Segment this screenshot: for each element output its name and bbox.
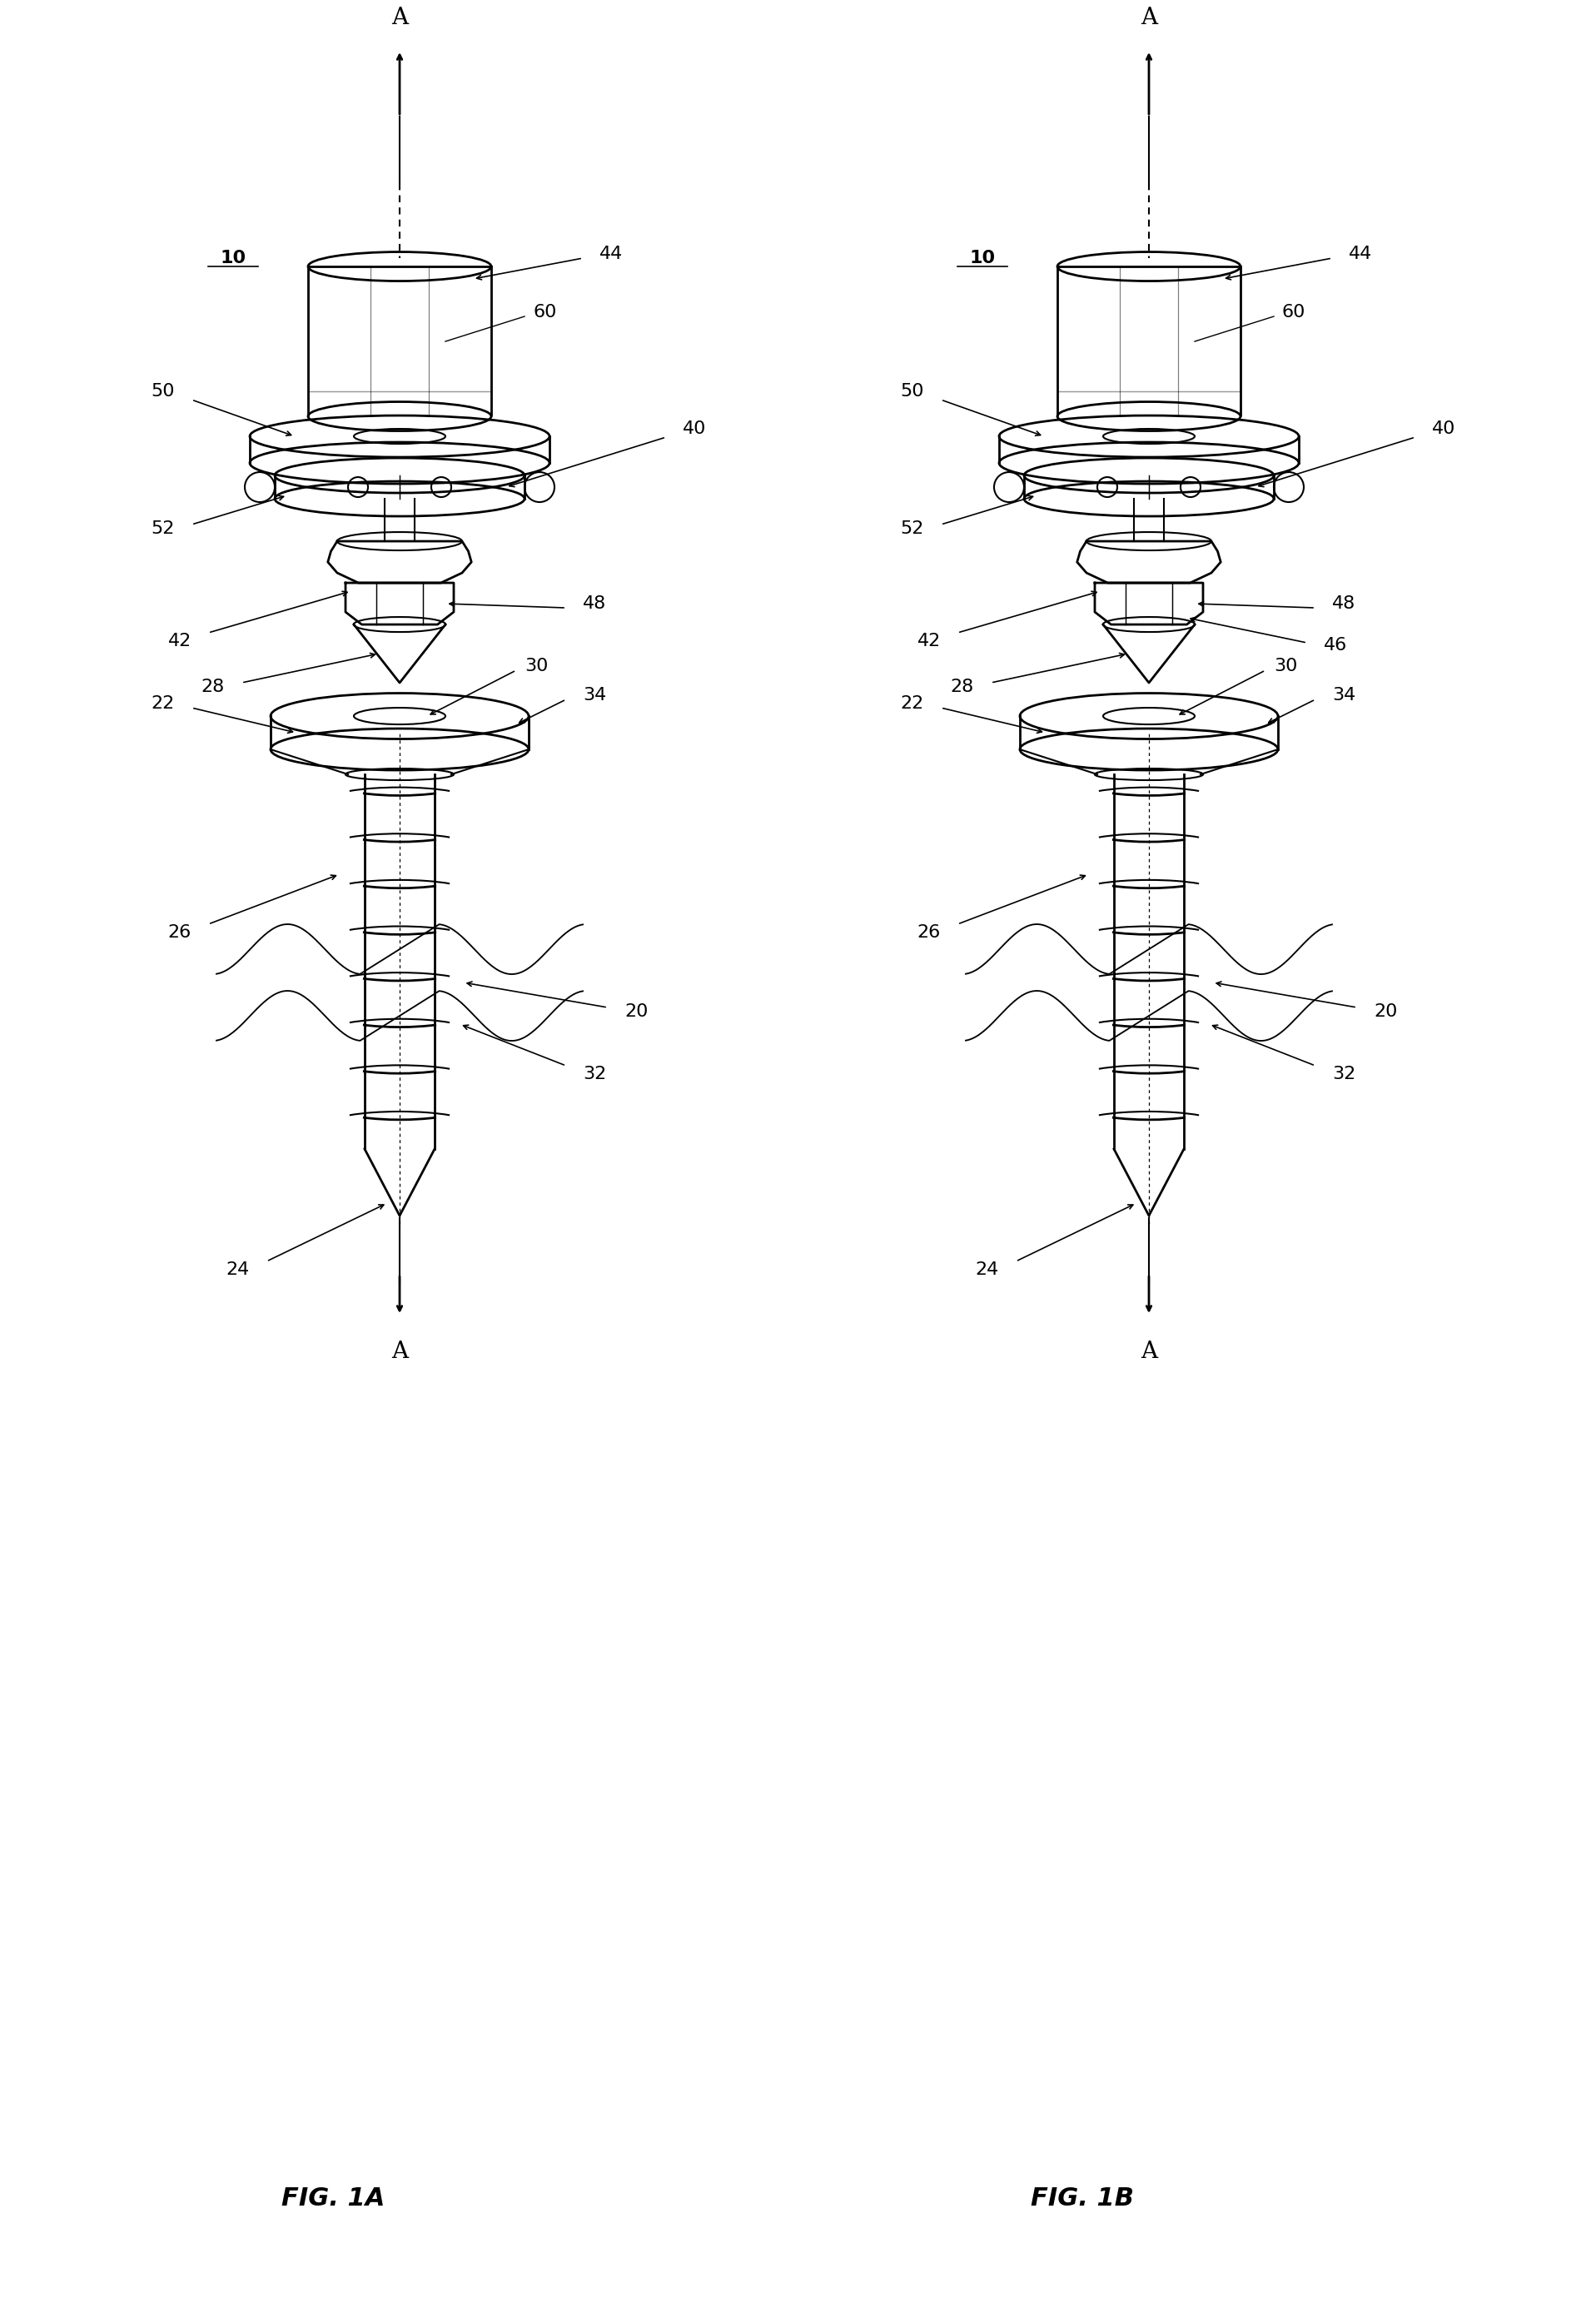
- Text: 42: 42: [168, 632, 192, 650]
- Text: 10: 10: [220, 250, 246, 267]
- Text: 22: 22: [152, 696, 176, 712]
- Text: 24: 24: [975, 1262, 999, 1278]
- Text: 28: 28: [201, 678, 225, 696]
- Text: 52: 52: [152, 519, 176, 538]
- Text: 60: 60: [533, 303, 557, 322]
- Text: 50: 50: [152, 384, 176, 400]
- Text: 42: 42: [918, 632, 940, 650]
- Text: 44: 44: [1349, 246, 1373, 262]
- Text: 32: 32: [583, 1066, 606, 1082]
- Text: 48: 48: [583, 595, 606, 611]
- Text: A: A: [391, 7, 409, 30]
- Text: 48: 48: [1333, 595, 1355, 611]
- Text: FIG. 1A: FIG. 1A: [281, 2185, 385, 2211]
- Text: 26: 26: [918, 924, 940, 940]
- Text: 20: 20: [1374, 1004, 1398, 1020]
- Text: A: A: [1141, 1340, 1157, 1363]
- Text: A: A: [1141, 7, 1157, 30]
- Text: FIG. 1B: FIG. 1B: [1031, 2185, 1133, 2211]
- Text: 32: 32: [1333, 1066, 1355, 1082]
- Text: 34: 34: [583, 687, 606, 703]
- Text: 22: 22: [900, 696, 924, 712]
- Text: 26: 26: [168, 924, 192, 940]
- Text: 34: 34: [1333, 687, 1355, 703]
- Text: 50: 50: [900, 384, 924, 400]
- Text: 30: 30: [1274, 657, 1298, 673]
- Text: 28: 28: [951, 678, 974, 696]
- Text: 46: 46: [1323, 637, 1347, 653]
- Text: 40: 40: [1432, 421, 1456, 437]
- Text: 44: 44: [600, 246, 622, 262]
- Text: A: A: [391, 1340, 409, 1363]
- Text: 10: 10: [969, 250, 996, 267]
- Text: 20: 20: [624, 1004, 648, 1020]
- Text: 24: 24: [227, 1262, 251, 1278]
- Text: 60: 60: [1282, 303, 1306, 322]
- Text: 52: 52: [900, 519, 924, 538]
- Text: 30: 30: [525, 657, 547, 673]
- Text: 40: 40: [683, 421, 707, 437]
